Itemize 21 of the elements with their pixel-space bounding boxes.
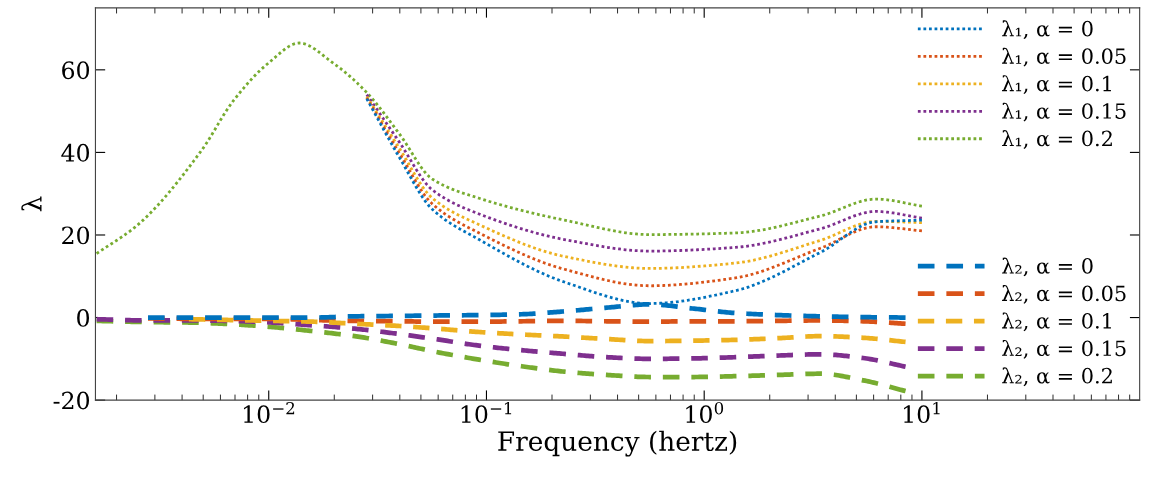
legend-label: λ₂, α = 0.15 xyxy=(1002,339,1126,359)
legend-label: λ₂, α = 0.1 xyxy=(1002,312,1111,332)
x-tick-label: 10$^{1}$ xyxy=(904,401,940,424)
legend-label: λ₁, α = 0.05 xyxy=(1002,47,1126,67)
x-tick-label: 10$^{−2}$ xyxy=(243,401,295,424)
legend-label: λ₁, α = 0 xyxy=(1002,20,1093,40)
legend-label: λ₂, α = 0.05 xyxy=(1002,285,1126,304)
x-tick-label: 10$^{−1}$ xyxy=(461,401,512,424)
legend-label: λ₂, α = 0 xyxy=(1002,257,1093,277)
x-tick-label: 10$^{0}$ xyxy=(686,401,724,424)
legend-label: λ₁, α = 0.15 xyxy=(1002,102,1126,122)
y-axis-title: λ xyxy=(21,196,42,212)
legend-label: λ₁, α = 0.2 xyxy=(1002,130,1112,149)
y-tick-label: 20 xyxy=(62,226,90,245)
y-tick-label: 0 xyxy=(77,309,90,327)
legend-label: λ₁, α = 0.1 xyxy=(1002,75,1111,94)
x-axis-title: Frequency (hertz) xyxy=(498,430,737,457)
legend-label: λ₂, α = 0.2 xyxy=(1002,367,1112,387)
y-tick-label: 40 xyxy=(61,143,90,162)
y-tick-label: 60 xyxy=(62,61,90,80)
y-tick-label: -20 xyxy=(53,391,90,410)
